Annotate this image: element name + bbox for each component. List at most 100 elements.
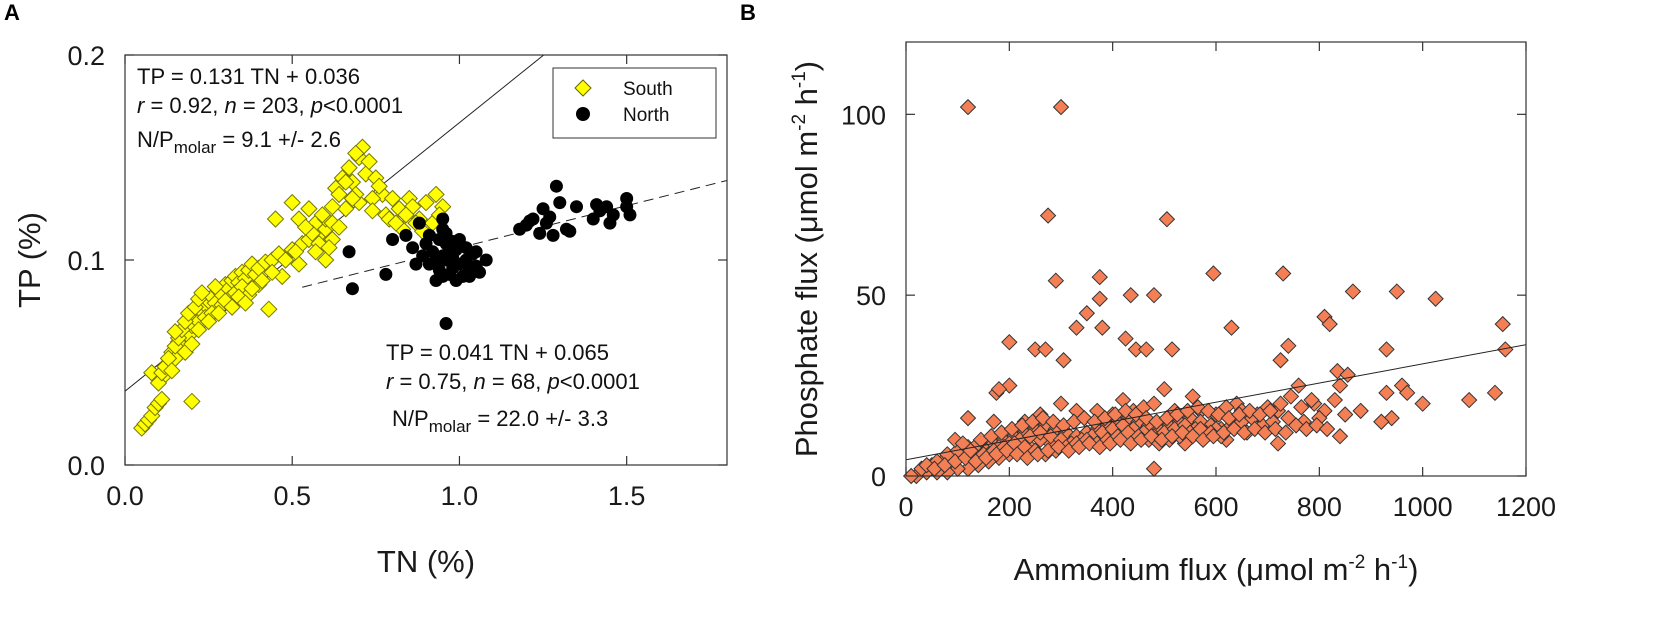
- south-point: [306, 243, 325, 261]
- south-point: [290, 255, 308, 273]
- north-point: [399, 228, 413, 242]
- legend-south-marker: [574, 79, 592, 97]
- north-point: [379, 267, 393, 281]
- panel-b-tick-labels: 0 200 400 600 800 1000 1200 0 50 100: [841, 100, 1556, 522]
- panel-a-south-points: [133, 138, 452, 437]
- south-point: [166, 323, 184, 341]
- flux-point: [1078, 305, 1096, 322]
- flux-point: [1174, 424, 1191, 441]
- south-point: [183, 392, 201, 411]
- south-point: [316, 251, 335, 269]
- north-point: [620, 192, 634, 205]
- flux-point: [1091, 290, 1108, 307]
- south-point: [296, 218, 315, 236]
- flux-point: [1122, 286, 1139, 304]
- flux-point: [1373, 413, 1390, 430]
- flux-point: [1145, 395, 1163, 412]
- north-statistics: r = 0.75, n = 68, p<0.0001: [386, 369, 640, 394]
- south-r-value: = 0.92,: [144, 93, 224, 118]
- flux-point: [1321, 315, 1338, 333]
- flux-point: [1052, 98, 1070, 116]
- south-point: [363, 202, 382, 220]
- panel-b-x-tick-label: 1200: [1496, 492, 1556, 522]
- flux-point: [1378, 341, 1395, 358]
- panel-b-xlabel-main: Ammonium flux (: [1014, 552, 1247, 587]
- panel-b-x-axis-label: Ammonium flux (μmol m-2 h-1): [1014, 552, 1419, 587]
- north-regression-equation: TP = 0.041 TN + 0.065: [386, 340, 609, 365]
- north-r-label: r: [386, 369, 395, 394]
- flux-point: [1318, 420, 1336, 438]
- panel-a-plot-frame: [124, 54, 728, 466]
- panel-a-y-tick-label: 0.2: [67, 41, 105, 71]
- north-point: [533, 226, 547, 240]
- south-point: [343, 189, 362, 208]
- flux-point: [1460, 391, 1478, 409]
- south-point: [260, 300, 278, 318]
- panel-b-flux-points: [902, 98, 1514, 485]
- north-n-value: = 68,: [486, 369, 548, 394]
- panel-a-north-points: [342, 179, 637, 331]
- flux-point: [918, 456, 935, 474]
- north-point: [436, 269, 450, 283]
- panel-b-plot-frame: [905, 41, 1527, 477]
- south-point: [236, 294, 255, 312]
- north-point: [439, 317, 453, 331]
- south-point: [397, 206, 415, 224]
- south-r-label: r: [137, 93, 146, 118]
- south-point: [383, 189, 402, 208]
- flux-point: [1272, 395, 1289, 412]
- south-point: [153, 390, 171, 409]
- panel-b-x-tick-label: 200: [987, 492, 1032, 522]
- flux-point: [1308, 417, 1325, 434]
- south-np-value: = 9.1 +/- 2.6: [216, 127, 341, 152]
- flux-point: [1344, 283, 1362, 300]
- north-point: [462, 269, 476, 283]
- panel-b-y-tick-label: 100: [841, 100, 886, 130]
- panel-b-y-axis-label: Phosphate flux (μmol m-2 h-1): [789, 61, 824, 457]
- south-n-value: = 203,: [237, 93, 311, 118]
- flux-point: [1143, 428, 1160, 445]
- panel-a-label: A: [4, 0, 20, 25]
- flux-point: [1277, 424, 1294, 441]
- flux-point: [1184, 388, 1201, 405]
- north-point: [603, 216, 617, 230]
- north-point: [546, 228, 560, 242]
- panel-b-y-tick-label: 50: [856, 281, 886, 311]
- south-point: [189, 320, 208, 339]
- north-p-label: p: [546, 369, 559, 394]
- south-point: [283, 193, 301, 212]
- north-point: [409, 257, 423, 271]
- south-np-ratio: N/Pmolar = 9.1 +/- 2.6: [137, 127, 341, 157]
- flux-point: [1267, 420, 1284, 438]
- flux-point: [1414, 395, 1431, 412]
- flux-point: [1117, 330, 1134, 347]
- flux-point: [1001, 333, 1018, 351]
- flux-point: [1398, 384, 1416, 402]
- panel-b-ylabel-mu: μ: [789, 215, 824, 233]
- flux-point: [1205, 265, 1222, 282]
- north-np-value: = 22.0 +/- 3.3: [471, 406, 608, 431]
- north-point: [406, 241, 420, 255]
- north-point: [386, 233, 400, 246]
- south-point: [263, 263, 281, 282]
- flux-point: [1378, 384, 1395, 402]
- flux-point: [1329, 362, 1346, 380]
- flux-point: [1094, 319, 1111, 336]
- flux-point: [1272, 352, 1289, 369]
- panel-b-y-tick-label: 0: [871, 462, 886, 492]
- legend-box: [552, 67, 717, 139]
- flux-point: [1055, 352, 1072, 369]
- panel-b-ylabel-close: ): [789, 61, 824, 71]
- south-point: [163, 361, 181, 380]
- panel-b-label: B: [740, 0, 756, 25]
- panel-b-x-tick-label: 600: [1193, 492, 1238, 522]
- south-point: [199, 312, 218, 331]
- flux-point: [1274, 265, 1292, 282]
- legend-north-marker: [576, 107, 590, 121]
- flux-point: [1290, 377, 1307, 394]
- south-point: [286, 243, 305, 261]
- panel-a-y-axis-label: TP (%): [12, 212, 47, 308]
- flux-point: [1037, 341, 1054, 358]
- north-point: [543, 210, 557, 224]
- north-point: [549, 179, 563, 193]
